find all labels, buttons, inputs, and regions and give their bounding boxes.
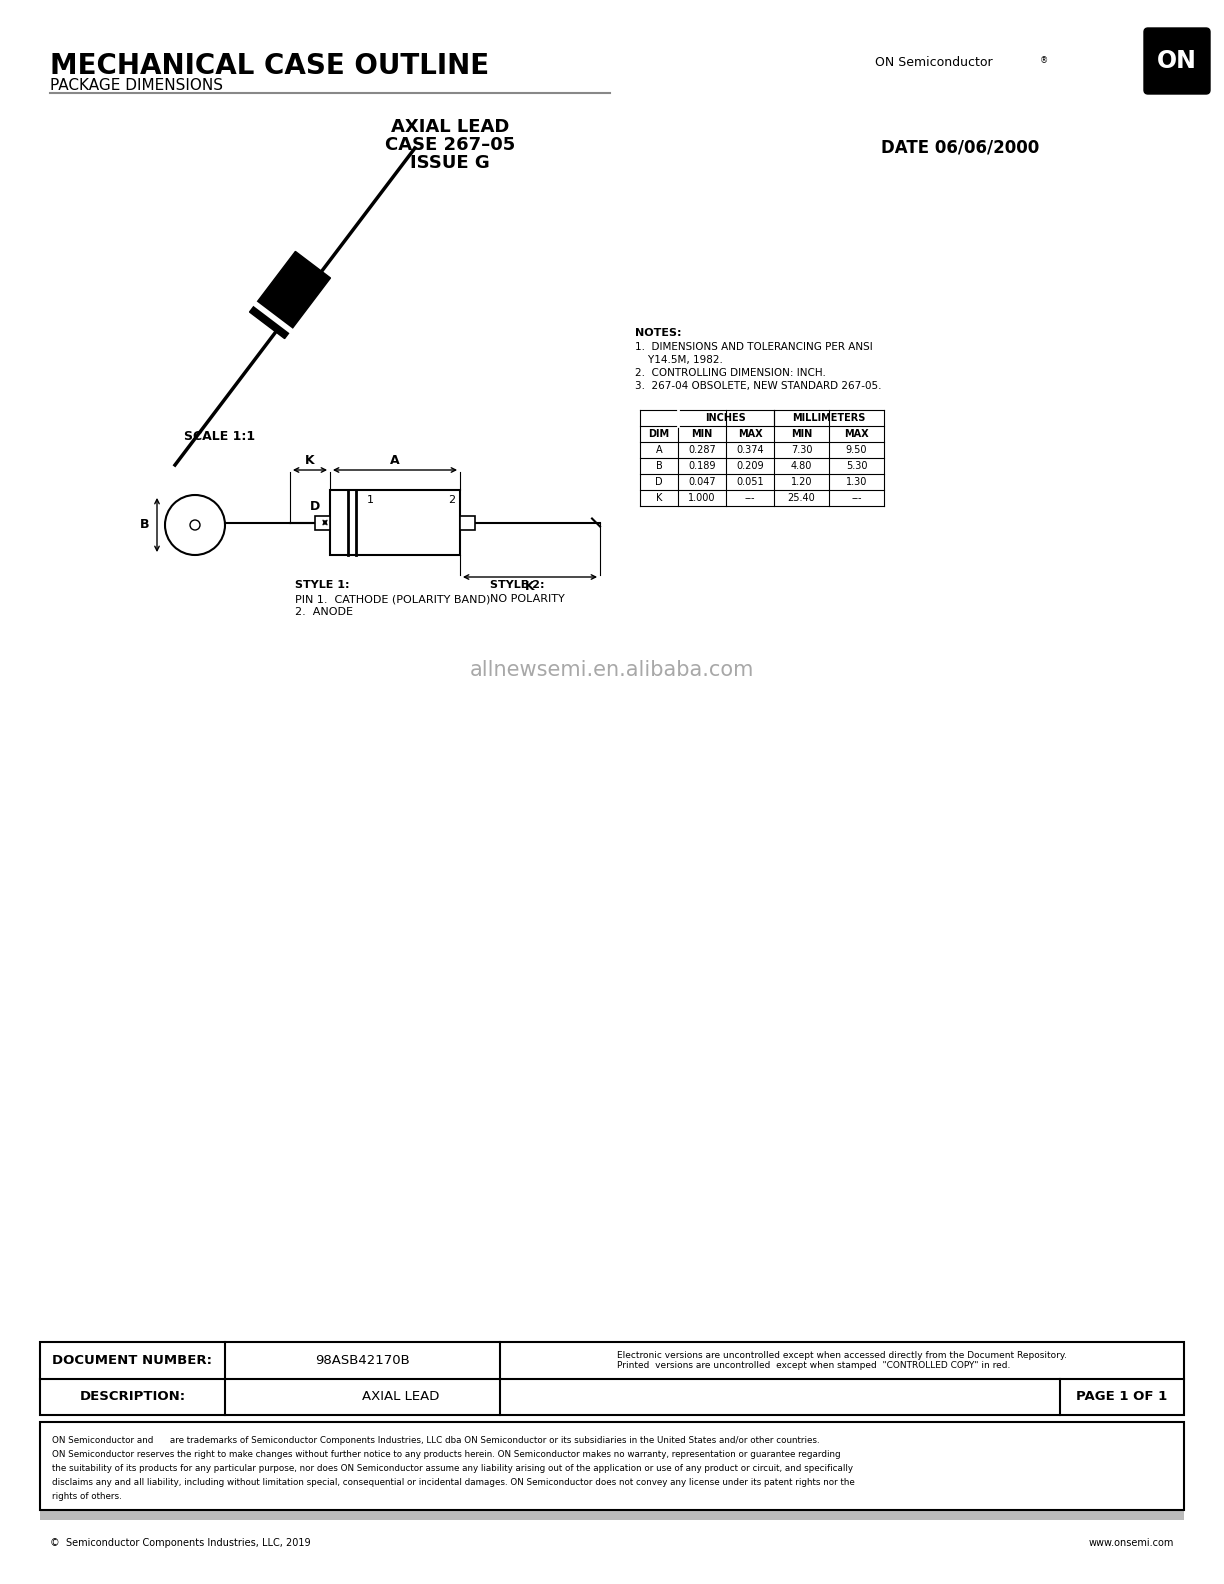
Text: SCALE 1:1: SCALE 1:1 [185, 429, 256, 444]
Text: INCHES: INCHES [705, 413, 747, 423]
Text: ®: ® [1040, 55, 1048, 65]
Text: 2.  ANODE: 2. ANODE [295, 607, 353, 618]
Text: 25.40: 25.40 [787, 493, 815, 504]
Bar [330, 489, 460, 554]
Text: MECHANICAL CASE OUTLINE: MECHANICAL CASE OUTLINE [50, 52, 490, 81]
Text: PACKAGE DIMENSIONS: PACKAGE DIMENSIONS [50, 78, 223, 93]
Bar [40, 1510, 1184, 1521]
Text: ON: ON [1157, 49, 1197, 73]
Text: ©  Semiconductor Components Industries, LLC, 2019: © Semiconductor Components Industries, L… [50, 1538, 311, 1548]
Text: rights of others.: rights of others. [51, 1492, 121, 1502]
Bar [40, 1422, 1184, 1510]
Text: AXIAL LEAD: AXIAL LEAD [362, 1391, 439, 1403]
Text: K: K [525, 580, 535, 592]
Text: DOCUMENT NUMBER:: DOCUMENT NUMBER: [53, 1354, 213, 1367]
Bar [315, 515, 330, 529]
Text: AXIAL LEAD: AXIAL LEAD [390, 117, 509, 136]
Text: CASE 267–05: CASE 267–05 [384, 136, 515, 154]
Text: ISSUE G: ISSUE G [410, 154, 490, 173]
Text: ---: --- [851, 493, 862, 504]
Text: NOTES:: NOTES: [635, 328, 682, 337]
Text: D: D [310, 499, 319, 513]
Text: allnewsemi.en.alibaba.com: allnewsemi.en.alibaba.com [470, 661, 754, 680]
Text: DIM: DIM [649, 429, 670, 439]
Text: STYLE 1:: STYLE 1: [295, 580, 350, 589]
Text: PAGE 1 OF 1: PAGE 1 OF 1 [1076, 1391, 1168, 1403]
Text: 5.30: 5.30 [846, 461, 868, 470]
Polygon shape [250, 252, 330, 339]
Text: NO POLARITY: NO POLARITY [490, 594, 564, 604]
Text: STYLE 2:: STYLE 2: [490, 580, 545, 589]
Text: B: B [140, 518, 149, 532]
Text: K: K [305, 455, 315, 467]
Text: the suitability of its products for any particular purpose, nor does ON Semicond: the suitability of its products for any … [51, 1464, 853, 1473]
Text: 9.50: 9.50 [846, 445, 868, 455]
Bar [40, 1342, 1184, 1415]
Text: 0.374: 0.374 [736, 445, 764, 455]
Text: 7.30: 7.30 [791, 445, 813, 455]
Text: www.onsemi.com: www.onsemi.com [1088, 1538, 1174, 1548]
Text: 3.  267-04 OBSOLETE, NEW STANDARD 267-05.: 3. 267-04 OBSOLETE, NEW STANDARD 267-05. [635, 382, 881, 391]
Text: MAX: MAX [738, 429, 763, 439]
Text: 1.20: 1.20 [791, 477, 813, 486]
Text: 4.80: 4.80 [791, 461, 813, 470]
Text: 2.  CONTROLLING DIMENSION: INCH.: 2. CONTROLLING DIMENSION: INCH. [635, 367, 826, 379]
Text: PIN 1.  CATHODE (POLARITY BAND): PIN 1. CATHODE (POLARITY BAND) [295, 594, 491, 604]
Text: ON Semiconductor reserves the right to make changes without further notice to an: ON Semiconductor reserves the right to m… [51, 1449, 841, 1459]
Text: 1.30: 1.30 [846, 477, 867, 486]
Text: A: A [390, 455, 400, 467]
Text: MIN: MIN [692, 429, 712, 439]
Text: MAX: MAX [845, 429, 869, 439]
Text: 1.  DIMENSIONS AND TOLERANCING PER ANSI: 1. DIMENSIONS AND TOLERANCING PER ANSI [635, 342, 873, 352]
Text: 2: 2 [448, 494, 455, 505]
Bar [460, 515, 475, 529]
FancyBboxPatch shape [1144, 29, 1211, 93]
Text: 0.047: 0.047 [688, 477, 716, 486]
Text: Electronic versions are uncontrolled except when accessed directly from the Docu: Electronic versions are uncontrolled exc… [617, 1351, 1067, 1370]
Text: 1: 1 [366, 494, 373, 505]
Text: K: K [656, 493, 662, 504]
Text: A: A [656, 445, 662, 455]
Text: ON Semiconductor and      are trademarks of Semiconductor Components Industries,: ON Semiconductor and are trademarks of S… [51, 1437, 820, 1445]
Text: DESCRIPTION:: DESCRIPTION: [80, 1391, 186, 1403]
Text: MIN: MIN [791, 429, 813, 439]
Text: 98ASB42170B: 98ASB42170B [315, 1354, 410, 1367]
Text: ON Semiconductor: ON Semiconductor [875, 55, 993, 68]
Text: 0.189: 0.189 [688, 461, 716, 470]
Text: D: D [655, 477, 663, 486]
Text: B: B [656, 461, 662, 470]
Text: 0.051: 0.051 [736, 477, 764, 486]
Text: 0.287: 0.287 [688, 445, 716, 455]
Text: 1.000: 1.000 [688, 493, 716, 504]
Text: MILLIMETERS: MILLIMETERS [792, 413, 865, 423]
Text: DATE 06/06/2000: DATE 06/06/2000 [881, 138, 1039, 155]
Text: disclaims any and all liability, including without limitation special, consequen: disclaims any and all liability, includi… [51, 1478, 854, 1487]
Text: 0.209: 0.209 [736, 461, 764, 470]
Text: Y14.5M, 1982.: Y14.5M, 1982. [635, 355, 723, 364]
Text: ---: --- [744, 493, 755, 504]
